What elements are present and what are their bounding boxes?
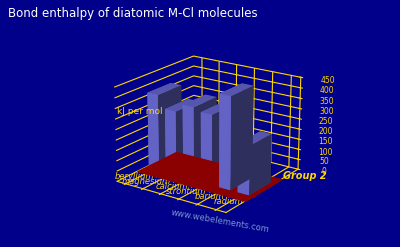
Text: Bond enthalpy of diatomic M-Cl molecules: Bond enthalpy of diatomic M-Cl molecules xyxy=(8,7,258,21)
Text: www.webelements.com: www.webelements.com xyxy=(170,208,270,235)
